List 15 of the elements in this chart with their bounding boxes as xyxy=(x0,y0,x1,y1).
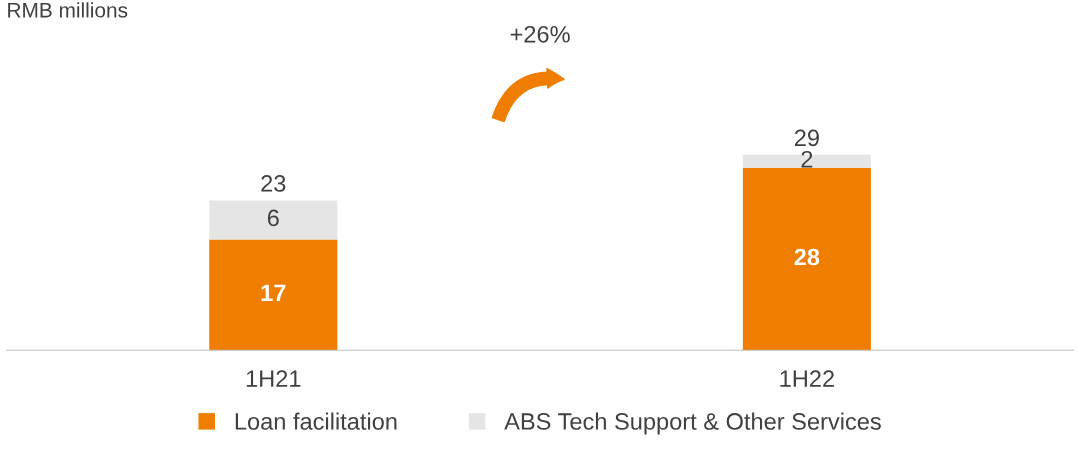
total-label: 23 xyxy=(261,175,286,192)
bar xyxy=(209,239,338,351)
bar xyxy=(742,167,871,351)
text: RMB millions xyxy=(8,2,128,18)
data-label: 2 xyxy=(801,150,813,168)
x-tick-label: 1H21 xyxy=(246,370,301,387)
legend-label: ABS Tech Support & Other Services xyxy=(504,412,881,435)
legend-label: Loan facilitation xyxy=(235,412,397,430)
text: +26% xyxy=(510,25,570,43)
data-label: 28 xyxy=(794,248,820,266)
data-label: 6 xyxy=(267,209,279,227)
data-label: 17 xyxy=(261,284,286,301)
total-label: 29 xyxy=(794,129,819,147)
bar xyxy=(209,200,338,240)
x-tick-label: 1H22 xyxy=(780,370,834,387)
